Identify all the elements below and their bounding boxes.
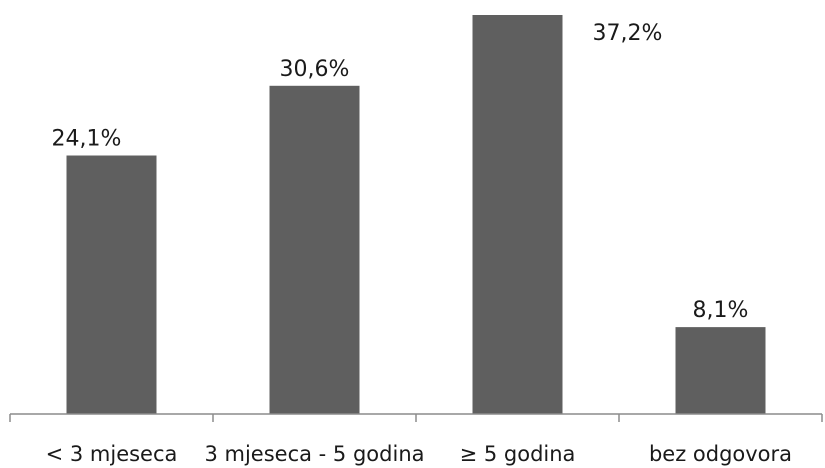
x-tick-labels-group: < 3 mjeseca 3 mjeseca - 5 godina ≥ 5 godin… [46, 442, 792, 466]
bar-3 [472, 15, 563, 414]
x-tick-label-2: 3 mjeseca - 5 godina [204, 442, 424, 466]
bars-group [66, 15, 766, 415]
data-labels-group: 24,1% 30,6% 37,2% 8,1% [52, 21, 749, 323]
data-label-2: 30,6% [280, 57, 350, 82]
data-label-3: 37,2% [593, 21, 663, 46]
bar-1 [66, 155, 157, 415]
data-label-1: 24,1% [52, 127, 122, 152]
data-label-4: 8,1% [693, 298, 749, 323]
x-tick-label-3: ≥ 5 godina [460, 442, 576, 466]
bar-4 [675, 327, 766, 414]
x-tick-label-4: bez odgovora [649, 442, 792, 466]
x-axis-ticks-group [9, 414, 823, 422]
x-tick-label-1: < 3 mjeseca [46, 442, 178, 466]
bar-2 [269, 85, 360, 415]
